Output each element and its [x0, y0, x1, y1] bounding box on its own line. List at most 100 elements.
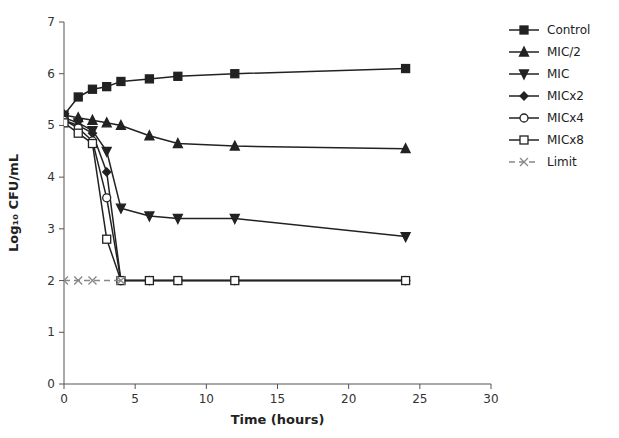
x-axis-label: Time (hours) [231, 412, 325, 427]
series [64, 116, 410, 284]
point [174, 277, 182, 285]
series [64, 277, 125, 285]
point [402, 277, 410, 285]
y-tick-label: 6 [47, 67, 55, 81]
series [64, 65, 410, 120]
point [173, 215, 182, 224]
point [145, 131, 154, 140]
axes: 05101520253001234567 [47, 15, 498, 406]
x-tick-label: 10 [199, 392, 214, 406]
y-tick-label: 5 [47, 118, 55, 132]
legend-label: MICx8 [547, 133, 584, 147]
point [402, 277, 410, 285]
point [173, 139, 182, 148]
point [74, 93, 82, 101]
x-tick-label: 5 [131, 392, 139, 406]
point [402, 65, 410, 73]
point [401, 233, 410, 242]
point [231, 277, 239, 285]
y-tick [59, 22, 64, 23]
series-line [64, 120, 406, 280]
point [102, 118, 111, 127]
legend-item: Control [509, 23, 590, 37]
point [88, 129, 96, 137]
series [64, 114, 410, 242]
y-axis-label: Log₁₀ CFU/mL [6, 154, 21, 252]
legend-marker [520, 47, 529, 56]
point [88, 140, 96, 148]
background [0, 0, 619, 438]
legend-item: MIC [509, 67, 569, 81]
point [64, 119, 68, 127]
point [230, 215, 239, 224]
legend-item: MICx2 [509, 89, 584, 103]
point [88, 277, 96, 285]
point [231, 70, 239, 78]
series-line [64, 123, 406, 281]
y-tick-label: 7 [47, 15, 55, 29]
y-axis-line [64, 22, 65, 384]
chart: 05101520253001234567Time (hours)Log₁₀ CF… [0, 0, 619, 438]
x-tick-label: 0 [60, 392, 68, 406]
legend-marker [520, 92, 528, 100]
legend-item: MICx8 [509, 133, 584, 147]
legend-label: MIC/2 [547, 45, 581, 59]
legend-item: MICx4 [509, 111, 584, 125]
point [117, 277, 125, 285]
point [174, 277, 182, 285]
point [103, 194, 111, 202]
legend-marker [520, 26, 528, 34]
y-tick [59, 125, 64, 126]
y-tick-label: 2 [47, 274, 55, 288]
point [103, 168, 111, 176]
point [103, 83, 111, 91]
x-tick-label: 25 [412, 392, 427, 406]
legend-label: MIC [547, 67, 569, 81]
point [231, 277, 239, 285]
x-tick-label: 15 [270, 392, 285, 406]
y-tick [59, 332, 64, 333]
series [64, 119, 410, 285]
series [64, 110, 410, 153]
y-tick [59, 73, 64, 74]
point [116, 204, 125, 213]
x-tick-label: 30 [483, 392, 498, 406]
series-line [64, 69, 406, 116]
series-line [64, 118, 406, 237]
x-tick [491, 384, 492, 389]
point [145, 277, 153, 285]
x-tick [348, 384, 349, 389]
x-tick [277, 384, 278, 389]
point [145, 277, 153, 285]
x-tick [419, 384, 420, 389]
point [401, 144, 410, 153]
legend-marker [520, 114, 528, 122]
point [231, 277, 239, 285]
point [174, 277, 182, 285]
y-tick-label: 4 [47, 170, 55, 184]
x-tick [206, 384, 207, 389]
legend-label: Control [547, 23, 590, 37]
x-tick-label: 20 [341, 392, 356, 406]
y-tick-label: 1 [47, 325, 55, 339]
y-tick [59, 228, 64, 229]
legend-label: MICx4 [547, 111, 584, 125]
point [74, 277, 82, 285]
point [145, 212, 154, 221]
legend: ControlMIC/2MICMICx2MICx4MICx8Limit [509, 23, 590, 169]
point [402, 277, 410, 285]
legend-marker [520, 136, 528, 144]
x-tick [64, 384, 65, 389]
plot-area [64, 65, 410, 285]
point [88, 115, 97, 124]
y-tick [59, 177, 64, 178]
point [230, 141, 239, 150]
point [103, 235, 111, 243]
y-tick-label: 3 [47, 222, 55, 236]
point [145, 277, 153, 285]
point [145, 75, 153, 83]
y-tick [59, 280, 64, 281]
point [116, 120, 125, 129]
point [64, 277, 68, 285]
legend-label: MICx2 [547, 89, 584, 103]
